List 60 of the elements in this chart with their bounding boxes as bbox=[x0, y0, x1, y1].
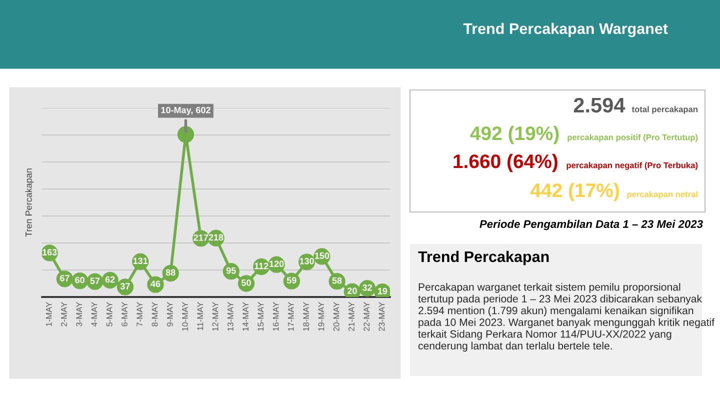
data-label: 46 bbox=[150, 280, 160, 288]
x-tick-label: 22-MAY bbox=[364, 302, 370, 331]
data-label: 57 bbox=[90, 278, 100, 284]
x-tick-label: 2-MAY bbox=[61, 302, 67, 326]
data-label: 150 bbox=[314, 252, 330, 259]
text: Trend Percakapan Warganet bbox=[463, 22, 668, 38]
data-label: 217 bbox=[194, 234, 208, 241]
data-label: 10-May, 602 bbox=[161, 106, 210, 116]
x-tick-label: 21-MAY bbox=[348, 302, 354, 331]
text: Percakapan warganet terkait sistem pemilu proporsional tertutup pada periode 1 – 23 Mei 2023 dibicarakan sebanyak 2.594 mention (1.799 akun) mengalami kenaikan signifikan pada 10 Mei 2023. Warganet banyak mengunggah kritik negatif terkait Sidang Perkara Nomor 114/PUU-XX/2022 yang cenderung lambat dan terlalu bertele tele. bbox=[418, 283, 715, 352]
x-tick-label: 9-MAY bbox=[166, 302, 173, 326]
x-tick-label: 12-MAY bbox=[212, 302, 218, 331]
data-label: 112 bbox=[254, 262, 268, 270]
point bbox=[177, 126, 194, 143]
x-tick-label: 11-MAY bbox=[197, 302, 204, 330]
data-label: 218 bbox=[208, 234, 224, 241]
data-label: 20 bbox=[347, 288, 357, 294]
y-axis-title: Tren Percakapan bbox=[25, 168, 34, 237]
data-label: 59 bbox=[286, 277, 296, 284]
data-label: 120 bbox=[270, 260, 284, 268]
x-tick-label: 14-MAY bbox=[242, 302, 248, 331]
x-tick-label: 5-MAY bbox=[106, 302, 112, 326]
data-label: 62 bbox=[105, 276, 115, 283]
text: 1.660 (64%) bbox=[454, 154, 558, 172]
data-label: 95 bbox=[226, 267, 236, 274]
x-tick-label: 20-MAY bbox=[333, 302, 340, 331]
text: Periode Pengambilan Data 1 – 23 Mei 2023 bbox=[480, 220, 703, 230]
text: percakapan netral bbox=[627, 191, 698, 199]
x-tick-label: 10-MAY bbox=[182, 302, 188, 331]
x-tick-label: 13-MAY bbox=[227, 302, 234, 331]
data-label: 163 bbox=[42, 249, 57, 256]
text: 492 (19%) bbox=[470, 126, 559, 144]
x-tick-label: 18-MAY bbox=[303, 302, 310, 331]
x-tick-label: 7-MAY bbox=[136, 302, 143, 326]
x-tick-label: 8-MAY bbox=[152, 302, 158, 326]
data-label: 58 bbox=[332, 277, 342, 284]
data-label: 19 bbox=[378, 288, 388, 294]
text: Trend Percakapan bbox=[418, 250, 549, 266]
x-tick-label: 19-MAY bbox=[318, 302, 324, 331]
x-tick-label: 4-MAY bbox=[91, 302, 98, 327]
text: 2.594 bbox=[574, 98, 626, 113]
data-label: 130 bbox=[300, 258, 314, 264]
data-label: 60 bbox=[75, 276, 84, 284]
text: 442 (17%) bbox=[530, 182, 619, 202]
text: total percakapan bbox=[632, 106, 698, 114]
data-label: 131 bbox=[133, 258, 148, 264]
text: percakapan negatif (Pro Terbuka) bbox=[566, 162, 698, 170]
x-tick-label: 6-MAY bbox=[122, 302, 128, 326]
x-tick-label: 1-MAY bbox=[46, 302, 52, 326]
text: percakapan positif (Pro Tertutup) bbox=[568, 134, 698, 142]
x-tick-label: 17-MAY bbox=[288, 302, 294, 331]
x-tick-label: 16-MAY bbox=[272, 302, 279, 331]
data-label: 37 bbox=[120, 283, 130, 290]
data-label: 50 bbox=[242, 280, 251, 286]
data-label: 88 bbox=[166, 269, 176, 276]
data-label: 67 bbox=[60, 274, 70, 282]
x-tick-label: 23-MAY bbox=[378, 302, 385, 331]
x-tick-label: 3-MAY bbox=[76, 302, 82, 326]
x-tick-label: 15-MAY bbox=[258, 302, 264, 331]
data-label: 32 bbox=[362, 284, 372, 291]
